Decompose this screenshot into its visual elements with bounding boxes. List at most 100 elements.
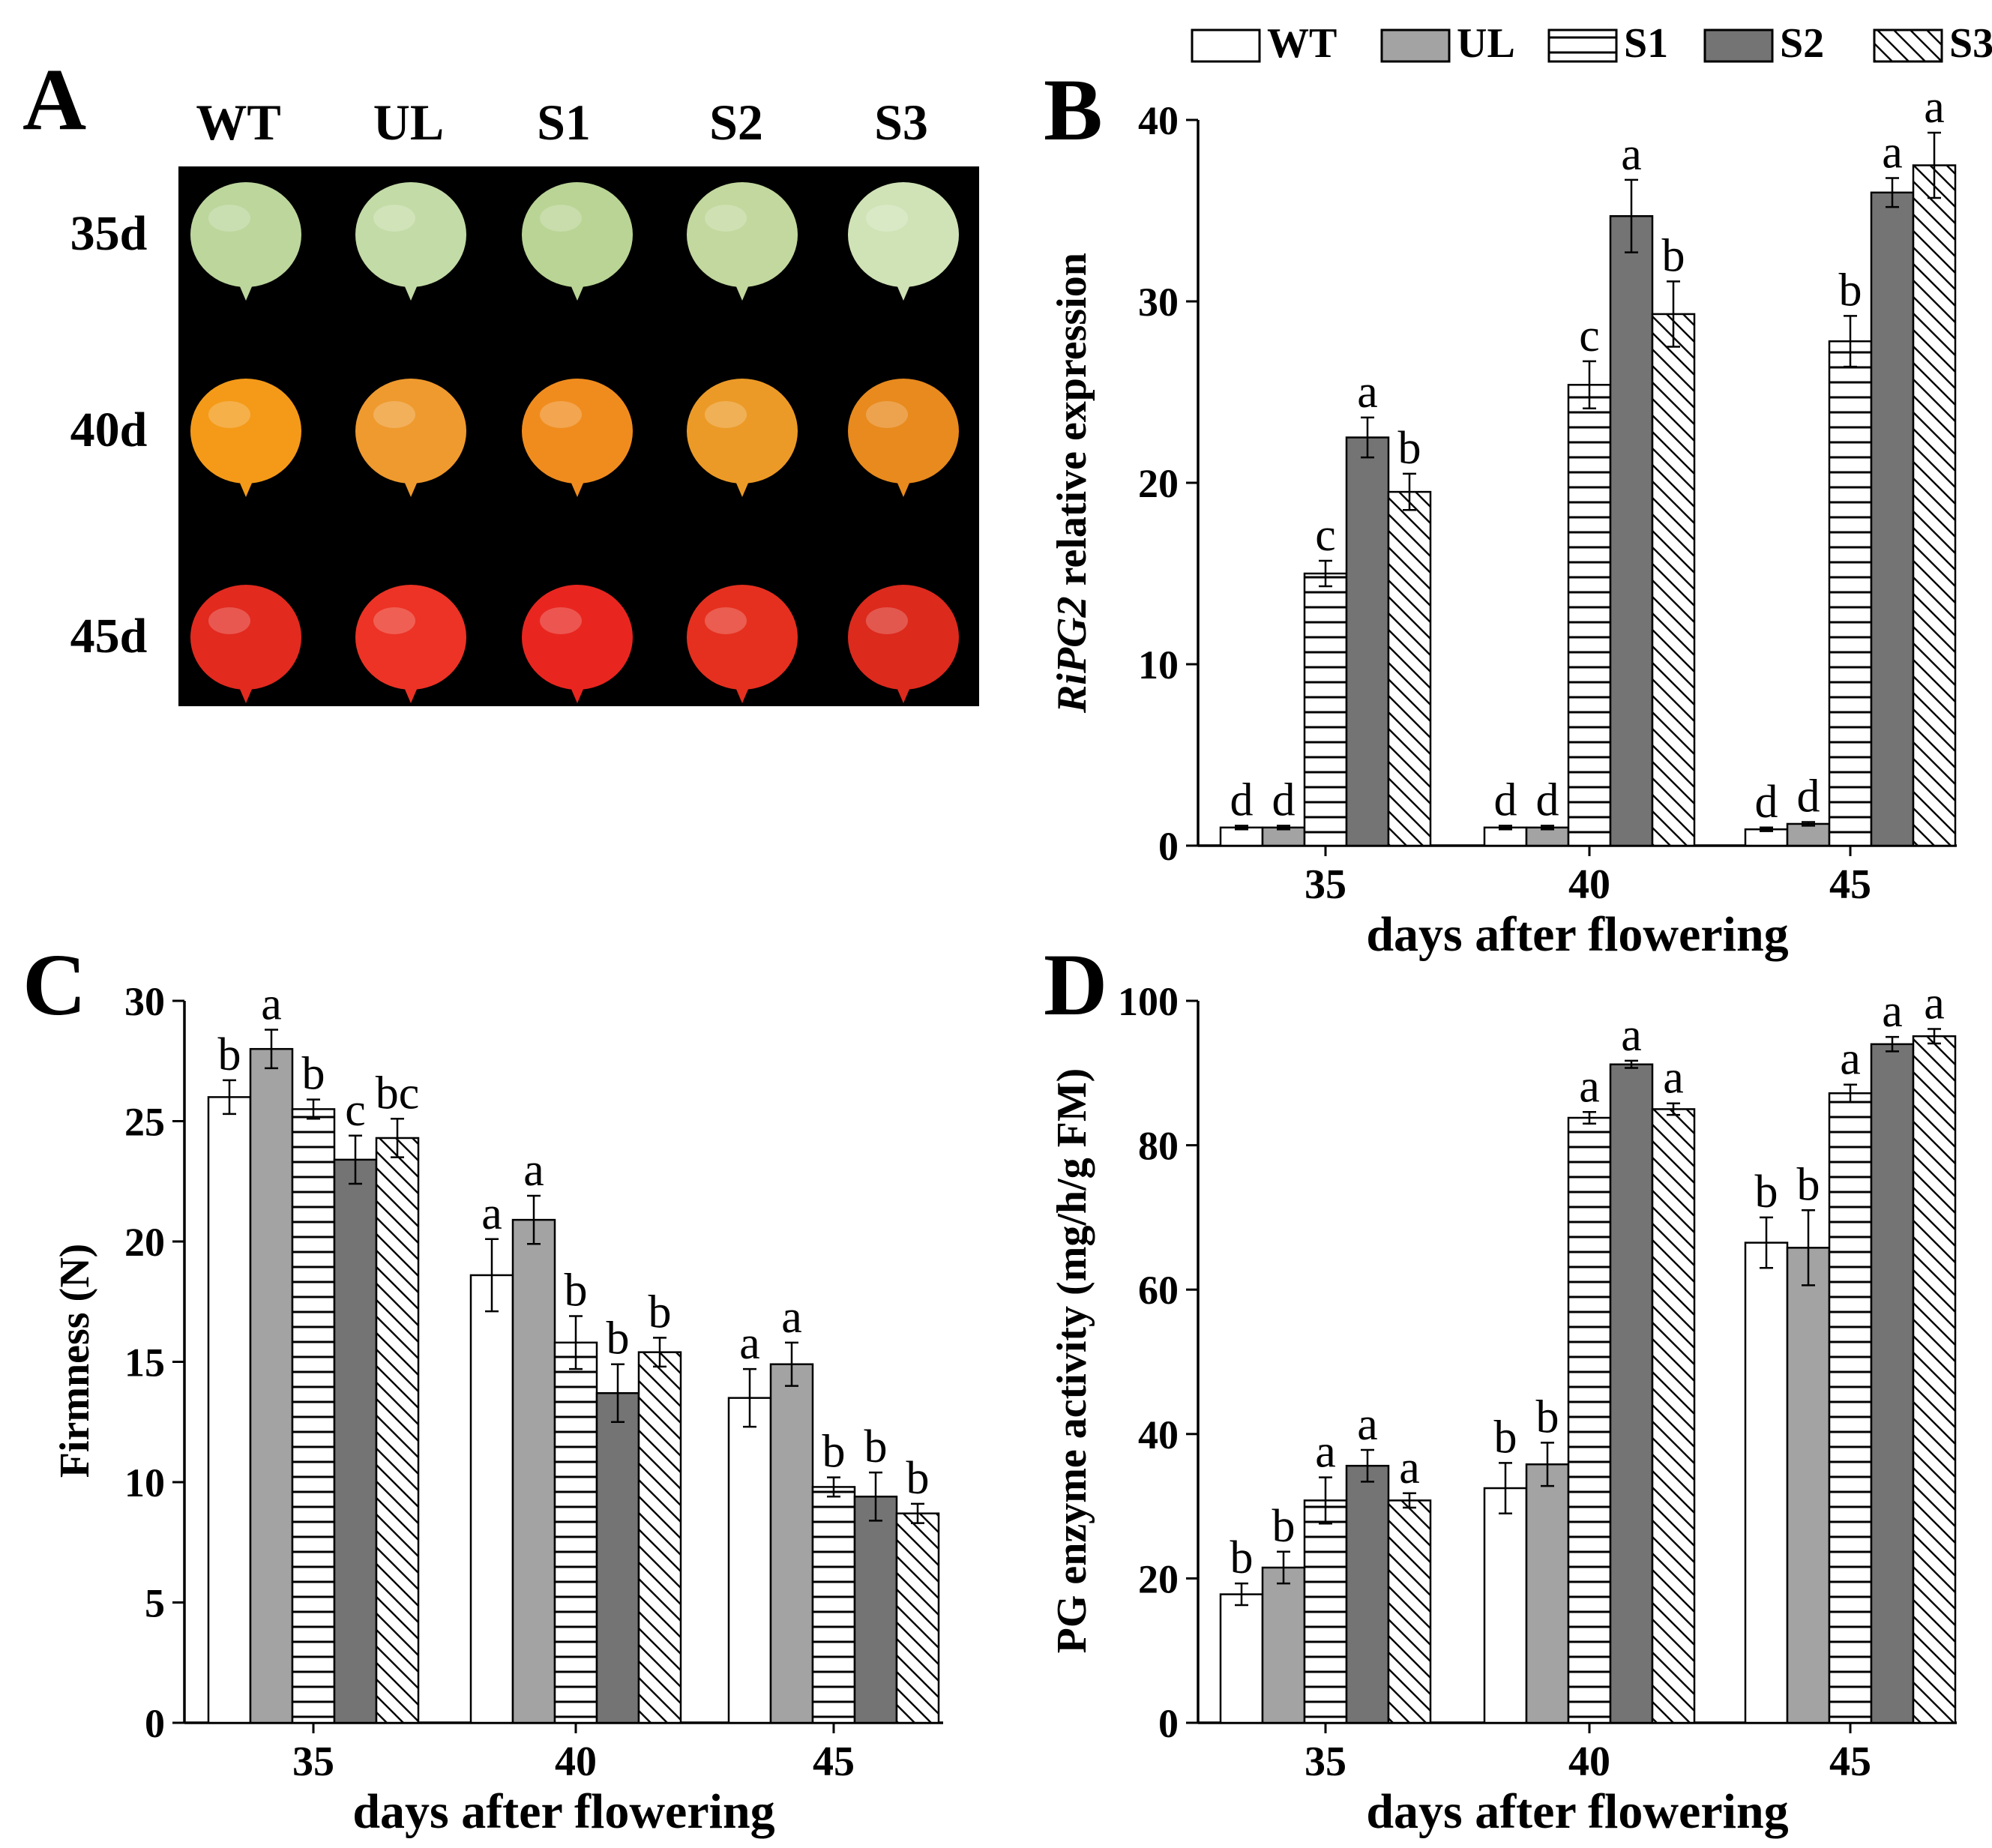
significance-letter-s1-35: c [1315, 510, 1336, 561]
error-bar-s2-35 [349, 1134, 362, 1185]
significance-letter-wt-35: b [218, 1029, 241, 1080]
error-bar-s3-40 [1667, 280, 1680, 348]
error-bar-s1-40 [1583, 360, 1596, 410]
bar-s3-45 [1912, 1035, 1957, 1724]
significance-letter-ul-40: d [1536, 774, 1559, 825]
x-tick-label-35: 35 [1305, 861, 1346, 908]
y-tick-label: 20 [1138, 461, 1179, 506]
significance-letter-s3-45: a [1924, 82, 1945, 133]
y-axis-title: PG enzyme activity (mg/h/g FM) [1049, 1068, 1095, 1654]
error-bar-s1-35 [307, 1098, 320, 1120]
significance-letter-s3-35: b [1398, 423, 1421, 474]
panel-letter-a: A [22, 50, 86, 148]
x-tick-label-40: 40 [555, 1739, 597, 1785]
error-bar-ul-35 [265, 1029, 278, 1070]
significance-letter-s2-35: c [345, 1085, 366, 1136]
panel-letter-d: D [1044, 936, 1107, 1034]
error-bar-wt-40 [1499, 825, 1512, 831]
panel-b-ripg2-expression-chart: B 0 10 20 30 40 35 40 45 days after flowering RiPG… [1044, 61, 1957, 962]
fruit-s3-40d [848, 379, 959, 497]
legend-label-wt: WT [1267, 20, 1337, 67]
significance-letter-s1-45: b [822, 1427, 846, 1478]
bar-s1-40 [553, 1341, 598, 1724]
error-bar-s2-35 [1361, 1448, 1374, 1483]
bar-s1-45 [1828, 340, 1873, 847]
fruit-s2-35d [687, 182, 798, 301]
legend-swatch-s2 [1703, 28, 1774, 63]
legend-label-s3: S3 [1949, 20, 1992, 67]
fruit-s3-35d [848, 182, 959, 301]
legend-swatch-wt [1191, 28, 1261, 63]
significance-letter-s2-40: a [1621, 129, 1642, 180]
bar-s3-35 [375, 1137, 420, 1724]
bar-s1-35 [1303, 1499, 1348, 1724]
error-bar-wt-45 [743, 1367, 756, 1428]
error-bar-ul-45 [1802, 821, 1815, 827]
legend-swatch-s3 [1873, 28, 1943, 63]
bar-s3-40 [1651, 1108, 1696, 1724]
significance-letter-wt-35: b [1230, 1532, 1254, 1583]
panel-a-fruit-photo: A WT UL S1 S2 S3 35d 40d 45d [22, 50, 979, 706]
error-bar-s2-45 [1886, 1035, 1899, 1053]
bar-s1-40 [1567, 384, 1612, 847]
error-bar-wt-35 [223, 1079, 236, 1116]
x-tick-label-45: 45 [1829, 861, 1871, 908]
significance-letter-wt-35: d [1230, 774, 1254, 825]
error-bar-ul-35 [1277, 825, 1290, 831]
error-bar-wt-35 [1235, 1582, 1248, 1607]
error-bar-ul-45 [785, 1341, 798, 1387]
x-tick-label-35: 35 [292, 1739, 334, 1785]
panel-letter-c: C [22, 936, 86, 1034]
bar-ul-45 [1786, 1247, 1831, 1724]
fruit-s2-40d [687, 379, 798, 497]
significance-letter-s2-45: a [1882, 127, 1903, 178]
bar-ul-45 [1786, 822, 1831, 847]
y-tick-label: 30 [124, 979, 165, 1024]
photo-column-label-ul: UL [373, 94, 444, 151]
significance-letter-s1-40: c [1579, 310, 1600, 361]
significance-letter-s1-40: a [1579, 1061, 1600, 1112]
bar-s1-45 [1828, 1092, 1873, 1724]
x-tick-label-45: 45 [1829, 1739, 1871, 1785]
error-bar-s2-40 [1625, 1059, 1638, 1069]
bar-wt-45 [1744, 1241, 1789, 1724]
significance-letter-s1-35: a [1315, 1427, 1336, 1478]
bar-s1-40 [1567, 1116, 1612, 1724]
significance-letter-s2-45: a [1882, 986, 1903, 1037]
error-bar-wt-40 [1499, 1462, 1512, 1514]
x-tick-label-40: 40 [1568, 1739, 1610, 1785]
bar-s3-45 [895, 1512, 940, 1724]
bar-ul-40 [511, 1218, 556, 1724]
legend-swatch-s1 [1547, 28, 1618, 63]
legend: WT UL S1 S2 S3 [1191, 20, 1992, 67]
bar-wt-35 [1219, 1593, 1264, 1724]
fruit-ul-45d [355, 585, 466, 703]
error-bar-s1-40 [569, 1315, 583, 1370]
significance-letter-ul-45: b [1797, 1159, 1820, 1210]
significance-letter-s1-45: b [1839, 265, 1862, 316]
y-tick-label: 20 [124, 1220, 165, 1265]
error-bar-s3-45 [911, 1502, 924, 1524]
bar-s2-45 [853, 1496, 898, 1724]
significance-letter-s2-45: b [864, 1421, 888, 1472]
significance-letter-ul-40: a [523, 1145, 544, 1196]
bar-s2-35 [333, 1158, 378, 1724]
y-tick-label: 20 [1138, 1556, 1179, 1601]
fruit-wt-40d [190, 379, 301, 497]
significance-letter-ul-35: a [261, 979, 282, 1030]
photo-row-label-40d: 40d [70, 403, 148, 457]
panel-c-firmness-chart: C 0 5 10 15 20 25 30 35 40 45 days after flowering F… [22, 936, 943, 1839]
significance-letter-wt-40: a [481, 1188, 502, 1239]
significance-letter-wt-45: a [739, 1318, 760, 1369]
bar-wt-40 [469, 1274, 514, 1724]
x-axis-title: days after flowering [352, 1784, 774, 1839]
significance-letter-wt-40: d [1494, 774, 1517, 825]
error-bar-s2-40 [1625, 178, 1638, 253]
y-tick-label: 0 [1158, 1701, 1179, 1746]
bar-s1-45 [811, 1486, 856, 1724]
error-bar-s3-35 [1403, 472, 1416, 511]
significance-letter-wt-45: d [1755, 777, 1778, 828]
error-bar-s2-45 [1886, 177, 1899, 208]
significance-letter-s2-40: b [607, 1313, 630, 1364]
error-bar-wt-40 [485, 1238, 499, 1313]
